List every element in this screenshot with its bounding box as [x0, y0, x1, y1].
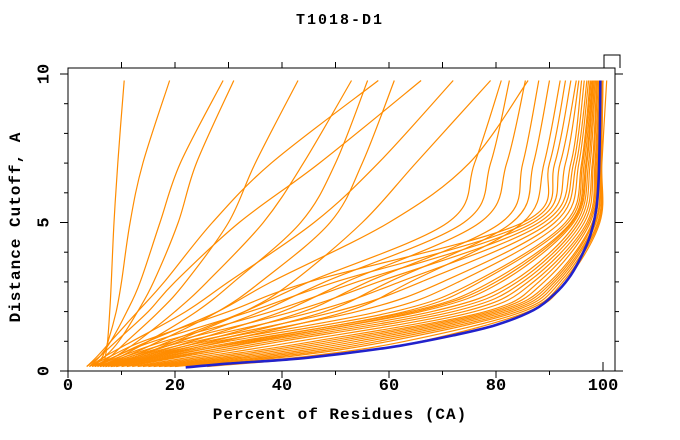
model-curve: [102, 80, 585, 368]
model-curve: [126, 80, 597, 368]
model-curve: [99, 80, 369, 368]
model-curve: [94, 80, 529, 368]
model-curve: [97, 80, 580, 368]
model-curve: [121, 80, 594, 368]
model-curve: [86, 80, 422, 367]
model-curve: [148, 80, 601, 368]
model-curve: [105, 80, 588, 368]
model-curve: [94, 80, 299, 368]
model-curve: [94, 80, 577, 368]
model-curve: [121, 80, 595, 368]
model-curve: [102, 80, 125, 367]
model-curve: [116, 80, 592, 368]
y-tick-label: 5: [35, 217, 54, 227]
x-tick-label: 40: [272, 377, 292, 396]
chart-title: T1018-D1: [295, 12, 384, 29]
model-curve: [116, 80, 594, 368]
model-curve: [89, 80, 454, 368]
x-tick-label: 100: [588, 377, 619, 396]
model-curve: [132, 80, 598, 368]
plot-frame: [67, 67, 616, 372]
model-curve: [137, 80, 599, 368]
y-tick-label: 10: [35, 64, 54, 84]
x-tick-label: 20: [165, 377, 185, 396]
highlight-curve: [185, 80, 602, 369]
model-curve: [102, 80, 510, 368]
model-curve: [158, 80, 602, 368]
y-tick-label: 0: [35, 366, 54, 376]
x-axis-label: Percent of Residues (CA): [212, 406, 468, 424]
model-curve: [107, 80, 590, 368]
x-tick-label: 60: [379, 377, 399, 396]
model-curve: [99, 80, 502, 368]
model-curve: [89, 80, 567, 368]
model-curve: [142, 80, 600, 368]
model-curve: [113, 80, 593, 368]
model-curve: [110, 80, 591, 368]
corner-box: [603, 54, 621, 68]
x-tick-label: 80: [486, 377, 506, 396]
model-curve: [99, 80, 583, 368]
model-curve: [94, 80, 171, 367]
x-tick-label: 0: [63, 377, 73, 396]
model-curve: [86, 80, 379, 367]
